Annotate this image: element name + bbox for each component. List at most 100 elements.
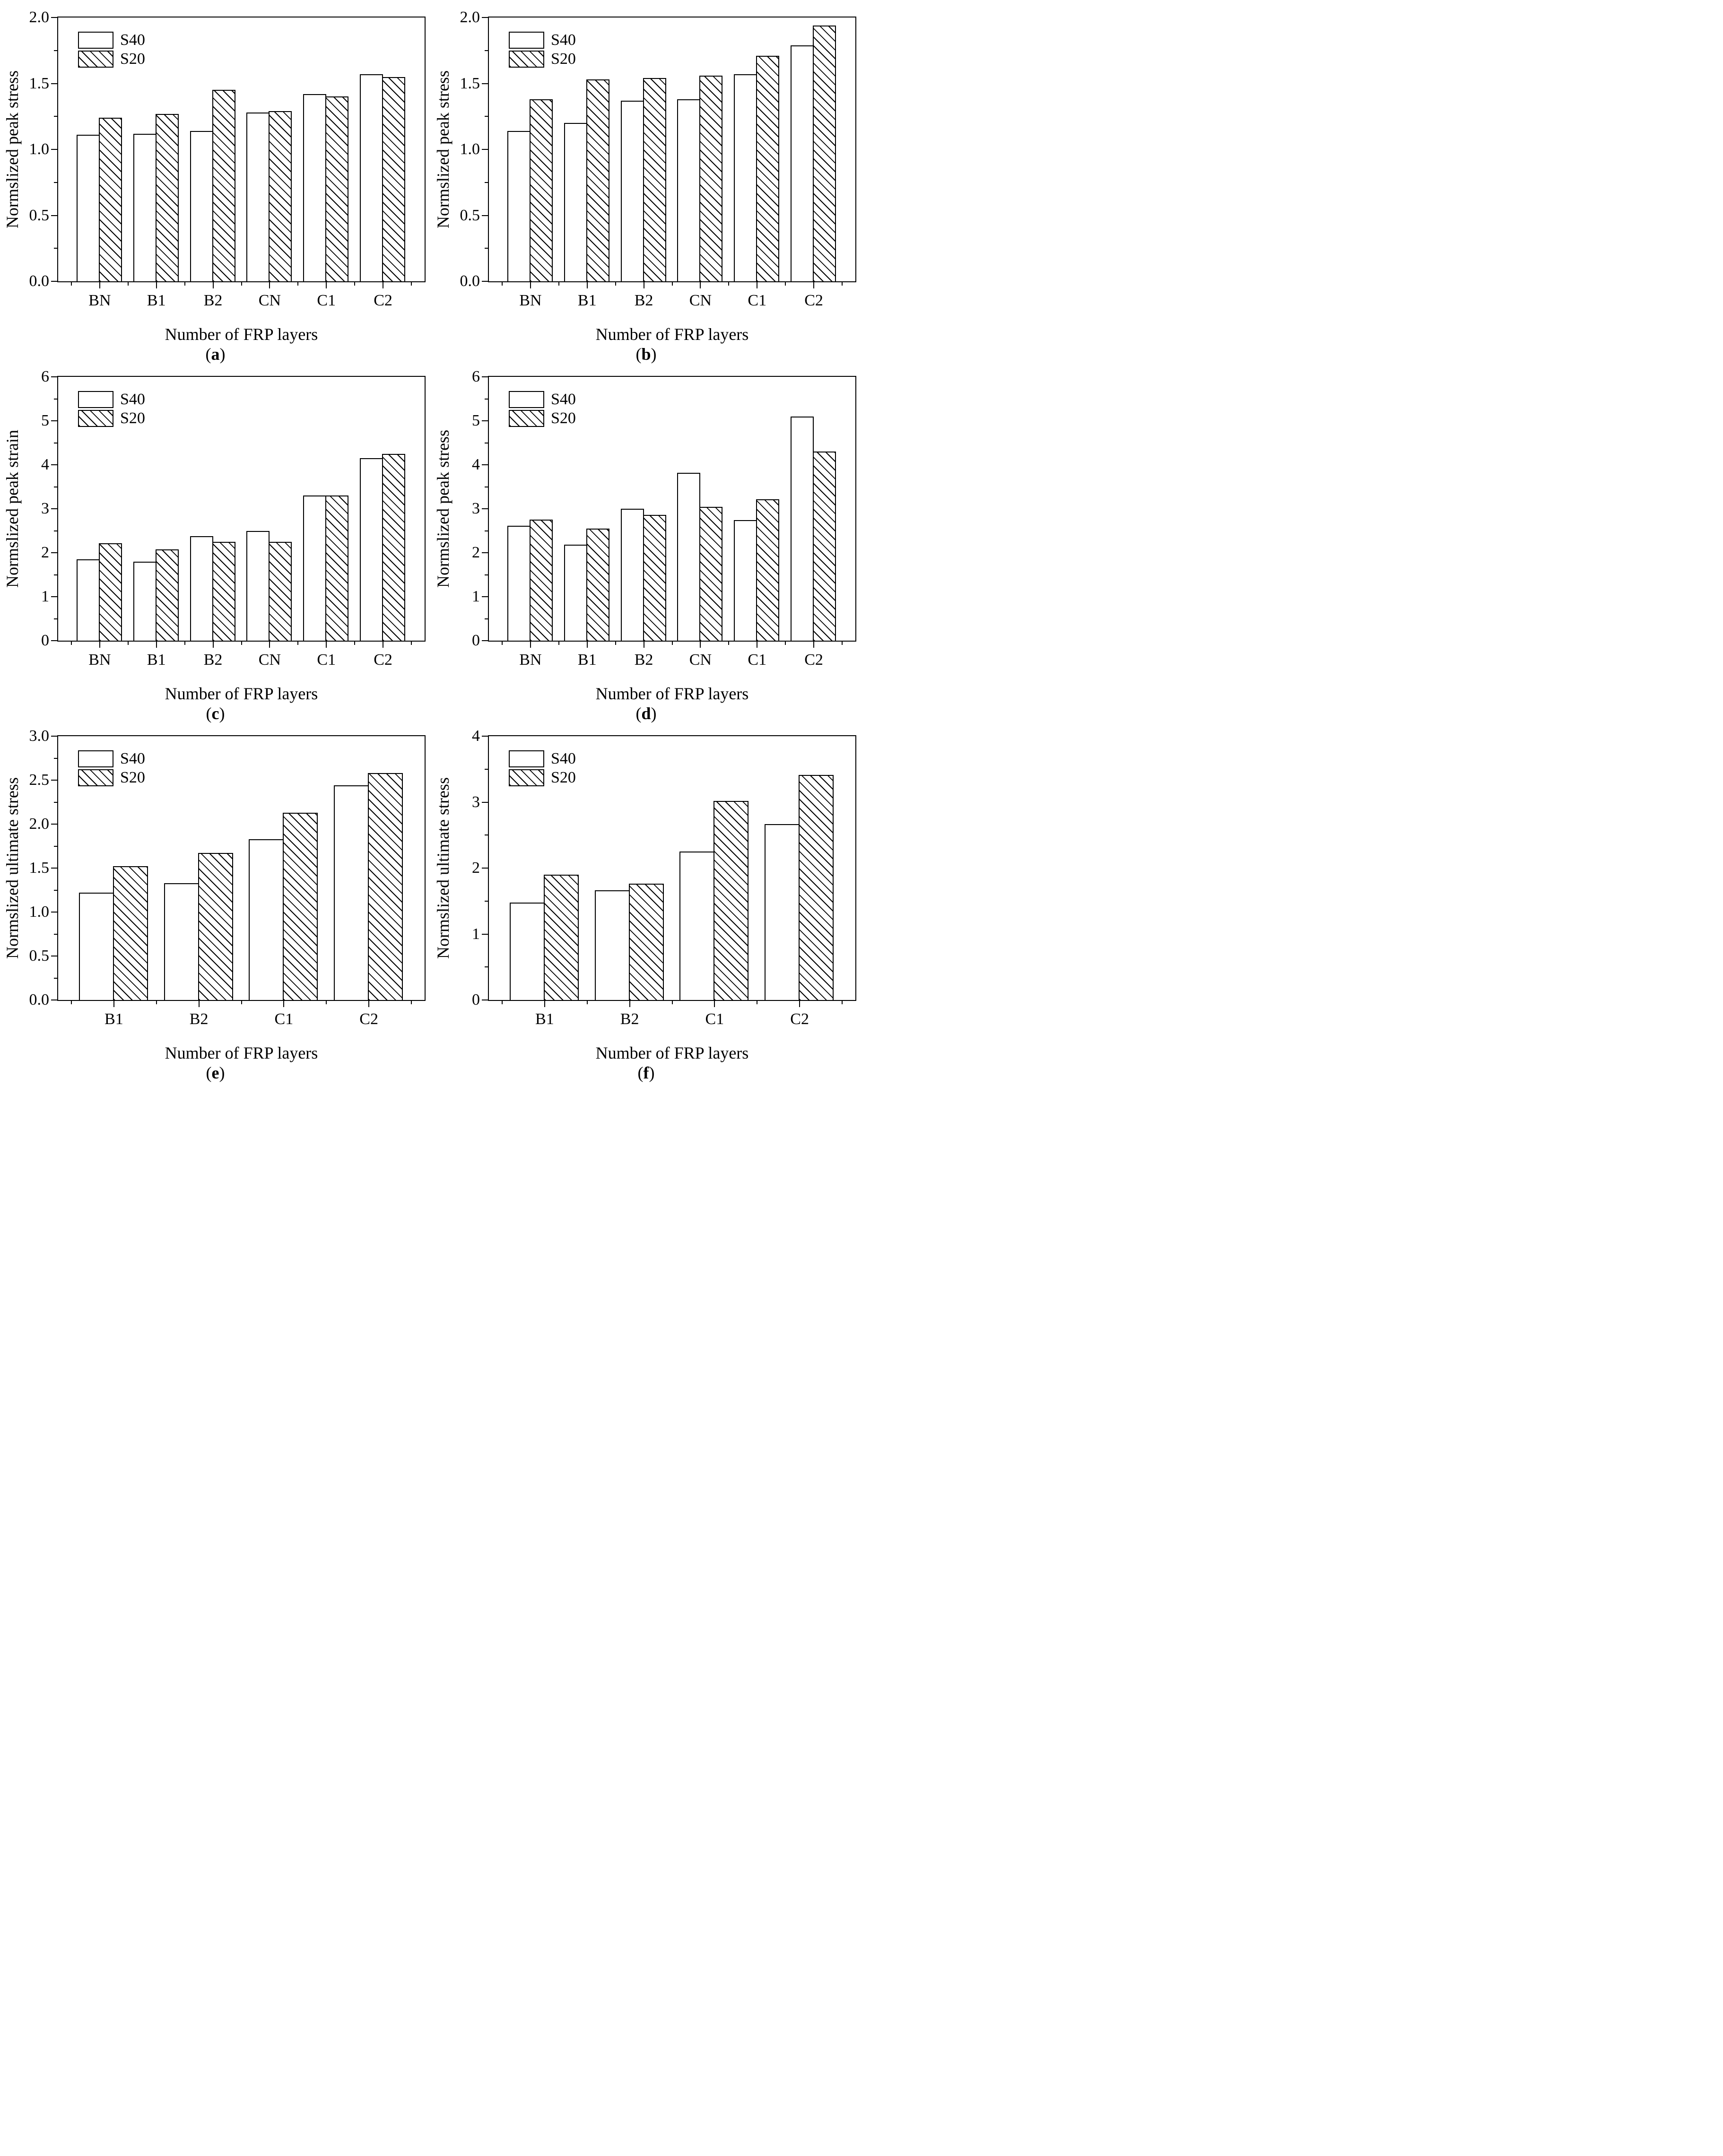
y-minor-tick — [485, 768, 488, 770]
y-tick-label: 1.5 — [29, 74, 50, 92]
y-tick-label: 0.0 — [460, 272, 480, 290]
x-minor-tick — [411, 282, 412, 286]
bar-s20-C1 — [325, 96, 349, 282]
x-tick-label: C1 — [274, 1010, 294, 1028]
x-tick-label: BN — [88, 651, 111, 669]
legend-swatch-s20 — [509, 769, 544, 786]
bar-s40-B2 — [620, 100, 644, 282]
panel-letter: d — [641, 704, 651, 723]
x-minor-tick — [502, 642, 503, 645]
y-major-tick — [482, 376, 488, 377]
y-minor-tick — [54, 618, 57, 619]
x-minor-tick — [502, 1001, 503, 1004]
bar-s20-C2 — [799, 775, 834, 1001]
legend-swatch-s40 — [509, 391, 544, 408]
x-axis-title: Number of FRP layers — [595, 325, 749, 344]
x-major-tick — [530, 642, 531, 648]
bar-s40-C1 — [303, 94, 327, 282]
y-minor-tick — [54, 182, 57, 183]
bar-s40-B1 — [564, 545, 587, 642]
x-minor-tick — [297, 642, 299, 645]
x-minor-tick — [71, 282, 72, 286]
y-tick-label: 1 — [472, 925, 480, 943]
y-major-tick — [51, 420, 57, 421]
x-minor-tick — [241, 642, 242, 645]
panel-letter: c — [211, 704, 219, 723]
x-minor-tick — [558, 642, 559, 645]
x-minor-tick — [671, 1001, 673, 1004]
x-tick-label: CN — [689, 292, 712, 309]
x-major-tick — [269, 282, 270, 288]
bar-s40-B2 — [594, 890, 630, 1001]
x-major-tick — [156, 642, 157, 648]
legend-label-s40: S40 — [551, 31, 576, 49]
x-major-tick — [813, 282, 815, 288]
bar-s40-C2 — [791, 45, 814, 282]
legend-swatch-s20 — [509, 410, 544, 427]
x-tick-label: C1 — [317, 651, 336, 669]
y-minor-tick — [485, 398, 488, 400]
x-minor-tick — [728, 642, 730, 645]
chart-panel-a: 0.0 0.5 1.0 1.5 2.0 Normslized peak stress BN B… — [0, 0, 431, 364]
legend-label-s20: S20 — [551, 50, 576, 68]
bar-s20-CN — [699, 75, 723, 282]
y-minor-tick — [54, 530, 57, 531]
y-minor-tick — [485, 530, 488, 531]
legend-swatch-s40 — [78, 750, 113, 767]
x-tick-label: B1 — [577, 651, 597, 669]
y-major-tick — [51, 912, 57, 913]
y-major-tick — [51, 508, 57, 509]
x-tick-label: C1 — [705, 1010, 724, 1028]
legend-label-s20: S20 — [551, 769, 576, 786]
x-minor-tick — [671, 642, 673, 645]
legend-label-s20: S20 — [551, 409, 576, 427]
x-tick-label: B2 — [203, 292, 223, 309]
y-major-tick — [482, 736, 488, 737]
y-major-tick — [51, 736, 57, 737]
y-tick-label: 1.5 — [460, 74, 480, 92]
x-tick-label: C1 — [317, 292, 336, 309]
x-tick-label: CN — [258, 292, 281, 309]
x-tick-label: B2 — [634, 292, 653, 309]
x-minor-tick — [411, 1001, 412, 1004]
bar-s40-B1 — [564, 123, 587, 282]
x-major-tick — [156, 282, 157, 288]
y-tick-label: 5 — [472, 412, 480, 429]
x-minor-tick — [184, 282, 185, 286]
x-minor-tick — [326, 1001, 327, 1004]
x-major-tick — [99, 642, 100, 648]
y-major-tick — [51, 464, 57, 465]
x-minor-tick — [842, 282, 843, 286]
y-tick-label: 2.0 — [29, 815, 50, 833]
y-major-tick — [482, 149, 488, 150]
y-major-tick — [482, 215, 488, 216]
y-major-tick — [482, 868, 488, 869]
bar-s40-C2 — [791, 416, 814, 642]
y-minor-tick — [54, 889, 57, 891]
bar-s20-BN — [529, 520, 553, 642]
x-tick-label: C1 — [748, 292, 767, 309]
bar-s20-B2 — [643, 515, 666, 642]
x-major-tick — [544, 1001, 545, 1007]
panel-caption: (b) — [635, 345, 657, 364]
y-major-tick — [51, 552, 57, 553]
legend-label-s20: S20 — [120, 409, 145, 427]
bar-s40-BN — [76, 135, 100, 282]
legend-label-s40: S40 — [551, 750, 576, 767]
bar-s40-B2 — [620, 509, 644, 642]
y-major-tick — [51, 17, 57, 18]
x-major-tick — [813, 642, 815, 648]
x-minor-tick — [354, 282, 356, 286]
bar-s40-B1 — [78, 893, 114, 1001]
bar-s20-B2 — [198, 853, 233, 1001]
y-tick-label: 1.0 — [29, 903, 50, 921]
y-minor-tick — [485, 116, 488, 117]
bar-s40-BN — [507, 526, 531, 642]
bar-s40-C1 — [249, 839, 284, 1001]
x-minor-tick — [241, 1001, 242, 1004]
legend-swatch-s40 — [509, 750, 544, 767]
panel-letter: f — [643, 1063, 649, 1082]
bar-s40-CN — [246, 530, 270, 642]
y-tick-label: 3 — [472, 500, 480, 517]
bar-s20-CN — [269, 541, 292, 642]
